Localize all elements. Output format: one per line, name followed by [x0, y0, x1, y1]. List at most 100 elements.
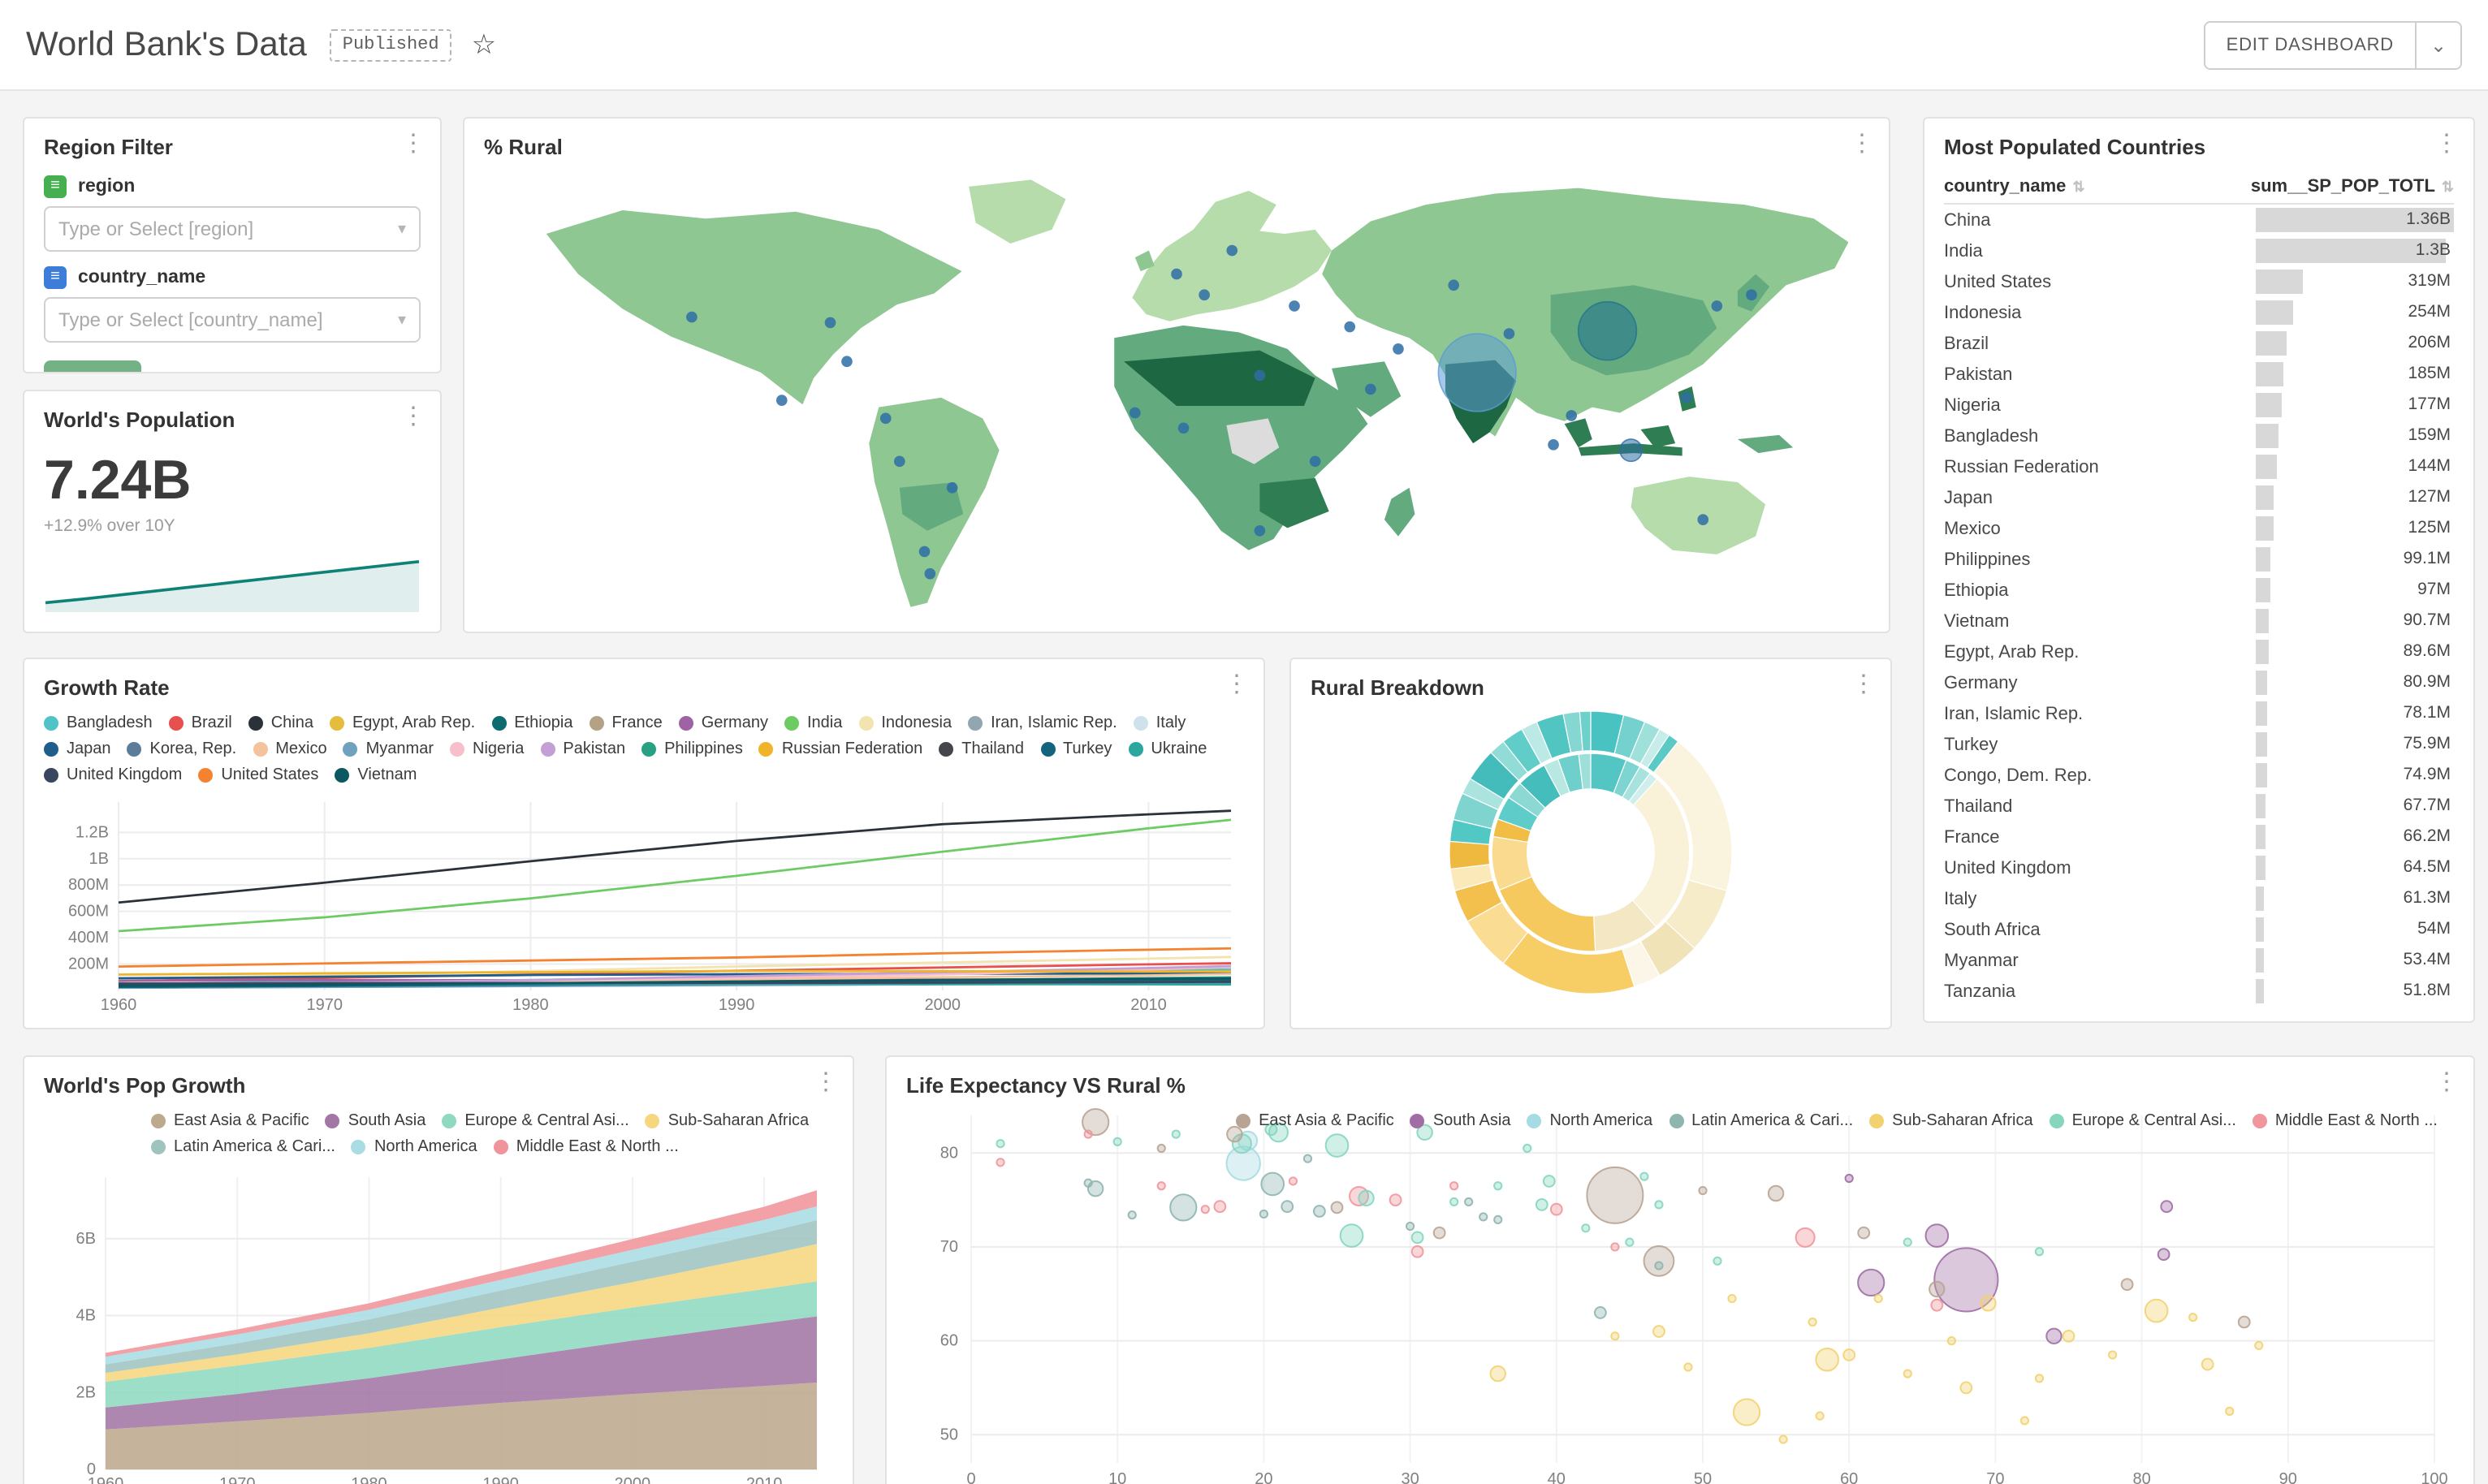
map-north-america [546, 209, 962, 405]
legend-item[interactable]: Europe & Central Asi... [2049, 1109, 2236, 1133]
legend-item[interactable]: Korea, Rep. [127, 737, 237, 761]
legend-item[interactable]: Vietnam [335, 763, 417, 787]
published-badge[interactable]: Published [329, 28, 452, 61]
kebab-menu-icon[interactable]: ⋮ [2434, 1068, 2459, 1096]
country-cell: India [1944, 241, 1983, 261]
country-select[interactable]: Type or Select [country_name] ▾ [44, 297, 421, 343]
legend-item[interactable]: Bangladesh [44, 711, 153, 736]
legend-item[interactable]: Latin America & Cari... [151, 1135, 335, 1159]
legend-item[interactable]: South Asia [1410, 1109, 1510, 1133]
apply-button[interactable]: APPLY [44, 360, 141, 372]
favorite-star-icon[interactable]: ☆ [471, 28, 497, 59]
legend-item[interactable]: Middle East & North ... [2252, 1109, 2438, 1133]
legend-item[interactable]: Brazil [168, 711, 232, 736]
country-cell: Mexico [1944, 519, 2001, 538]
kebab-menu-icon[interactable]: ⋮ [401, 130, 425, 157]
kebab-menu-icon[interactable]: ⋮ [2434, 130, 2459, 157]
legend-label: Korea, Rep. [149, 740, 237, 758]
legend-label: India [806, 714, 843, 732]
legend-item[interactable]: Germany [678, 711, 768, 736]
legend-item[interactable]: Myanmar [343, 737, 434, 761]
population-cell: 319M [2256, 270, 2454, 294]
kebab-menu-icon[interactable]: ⋮ [814, 1068, 838, 1096]
edit-dashboard-button[interactable]: EDIT DASHBOARD [2203, 20, 2417, 69]
country-cell: Tanzania [1944, 981, 2016, 1001]
value-bar [2256, 362, 2283, 386]
edit-menu-caret-button[interactable]: ⌄ [2417, 20, 2462, 69]
legend-item[interactable]: India [784, 711, 842, 736]
pop-growth-chart[interactable]: 1960 1970 1980 1990 2000 2010 0 2B 4B 6B [44, 1167, 833, 1484]
legend-item[interactable]: Indonesia [858, 711, 952, 736]
legend-item[interactable]: Ethiopia [491, 711, 572, 736]
legend-item[interactable]: North America [1527, 1109, 1652, 1133]
legend-dot [253, 742, 268, 757]
kebab-menu-icon[interactable]: ⋮ [401, 403, 425, 430]
most-populated-card: Most Populated Countries ⋮ country_name ⇅… [1923, 117, 2475, 1023]
legend-item[interactable]: Middle East & North ... [493, 1135, 679, 1159]
legend-item[interactable]: United Kingdom [44, 763, 182, 787]
kebab-menu-icon[interactable]: ⋮ [1850, 130, 1874, 157]
table-row: Brazil 206M [1944, 328, 2454, 359]
legend-item[interactable]: North America [351, 1135, 477, 1159]
legend-item[interactable]: Sub-Saharan Africa [645, 1109, 809, 1133]
legend-item[interactable]: South Asia [325, 1109, 425, 1133]
legend-label: Pakistan [563, 740, 626, 758]
legend-label: Ukraine [1151, 740, 1207, 758]
chevron-down-icon: ⌄ [2430, 33, 2447, 56]
legend-item[interactable]: Ukraine [1128, 737, 1207, 761]
population-spark[interactable] [44, 555, 421, 614]
legend-item[interactable]: Turkey [1040, 737, 1112, 761]
rural-breakdown-chart[interactable] [1311, 705, 1871, 1000]
legend-item[interactable]: Thailand [939, 737, 1024, 761]
legend-dot [858, 716, 874, 731]
kebab-menu-icon[interactable]: ⋮ [1851, 671, 1876, 698]
legend-item[interactable]: Egypt, Arab Rep. [329, 711, 475, 736]
legend-label: China [270, 714, 313, 732]
legend-item[interactable]: Philippines [641, 737, 743, 761]
rural-breakdown-card: Rural Breakdown ⋮ [1289, 658, 1892, 1029]
map-europe [1132, 191, 1333, 321]
legend-item[interactable]: Nigeria [450, 737, 524, 761]
life-expectancy-chart[interactable]: 0 10 20 30 40 50 60 70 80 90 100 50 60 70 80 [906, 1102, 2454, 1484]
legend-label: France [611, 714, 663, 732]
svg-text:2000: 2000 [615, 1475, 651, 1484]
table-row: Bangladesh 159M [1944, 421, 2454, 451]
svg-text:70: 70 [940, 1238, 958, 1256]
population-cell: 254M [2256, 300, 2454, 325]
legend-item[interactable]: Sub-Saharan Africa [1869, 1109, 2033, 1133]
legend-item[interactable]: Iran, Islamic Rep. [968, 711, 1117, 736]
legend-item[interactable]: Pakistan [540, 737, 625, 761]
legend-item[interactable]: Japan [44, 737, 111, 761]
legend-item[interactable]: Europe & Central Asi... [442, 1109, 629, 1133]
svg-text:60: 60 [940, 1332, 958, 1350]
table-row: Tanzania 51.8M [1944, 976, 2454, 1007]
legend-item[interactable]: France [589, 711, 663, 736]
value-label: 67.7M [2403, 796, 2451, 815]
legend-item[interactable]: East Asia & Pacific [151, 1109, 309, 1133]
legend-item[interactable]: China [248, 711, 313, 736]
region-select[interactable]: Type or Select [region] ▾ [44, 206, 421, 252]
card-title: Rural Breakdown [1311, 675, 1484, 700]
legend-label: East Asia & Pacific [1259, 1112, 1394, 1130]
legend-dot [335, 768, 350, 783]
kebab-menu-icon[interactable]: ⋮ [1225, 671, 1249, 698]
legend-item[interactable]: Italy [1133, 711, 1186, 736]
legend-dot [1040, 742, 1055, 757]
growth-rate-chart[interactable]: 1960 1970 1980 1990 2000 2010 200M 400M 600M 800M… [44, 792, 1244, 1016]
percent-rural-card: % Rural ⋮ [463, 117, 1890, 633]
value-label: 80.9M [2403, 672, 2451, 692]
legend-item[interactable]: Latin America & Cari... [1669, 1109, 1853, 1133]
legend-item[interactable]: East Asia & Pacific [1236, 1109, 1394, 1133]
population-cell: 78.1M [2256, 701, 2454, 726]
world-map-svg[interactable] [484, 167, 1869, 625]
column-header-population[interactable]: sum__SP_POP_TOTL ⇅ [2250, 177, 2454, 196]
column-header-country[interactable]: country_name ⇅ [1944, 177, 2085, 196]
legend-item[interactable]: Mexico [253, 737, 327, 761]
legend-item[interactable]: Russian Federation [758, 737, 922, 761]
legend-item[interactable]: United States [198, 763, 318, 787]
table-row: Germany 80.9M [1944, 667, 2454, 698]
table-row: Vietnam 90.7M [1944, 606, 2454, 636]
region-filter-card: Region Filter ⋮ ≡ region Type or Select … [23, 117, 442, 373]
legend-label: Philippines [664, 740, 743, 758]
